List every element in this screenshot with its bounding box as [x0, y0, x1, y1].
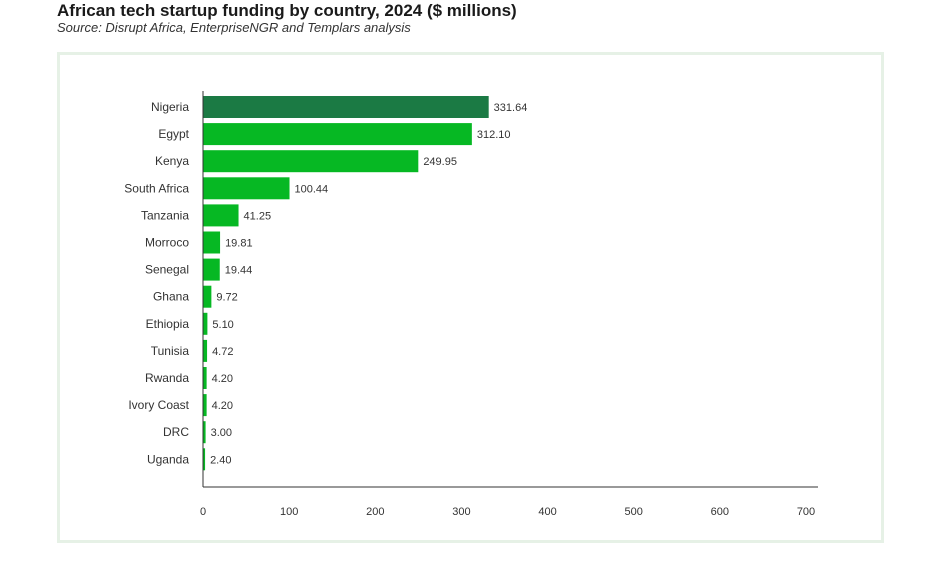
value-label-ivory-coast: 4.20	[212, 400, 233, 412]
axes-group	[202, 91, 818, 488]
category-label-egypt: Egypt	[158, 127, 189, 141]
x-tick-label-100: 100	[280, 506, 298, 518]
value-label-nigeria: 331.64	[494, 102, 528, 114]
x-tick-labels-group: 0 100 200 300 400 500 600 700	[200, 506, 815, 518]
x-tick-label-200: 200	[366, 506, 384, 518]
bars-group	[203, 96, 489, 471]
x-tick-label-600: 600	[711, 506, 729, 518]
category-label-rwanda: Rwanda	[145, 371, 189, 385]
x-tick-label-300: 300	[452, 506, 470, 518]
category-label-south-africa: South Africa	[124, 181, 189, 195]
bar-ivory-coast	[203, 394, 207, 417]
value-label-tanzania: 41.25	[244, 210, 272, 222]
category-label-ivory-coast: Ivory Coast	[128, 398, 189, 412]
bar-egypt	[203, 123, 472, 146]
x-tick-label-500: 500	[625, 506, 643, 518]
category-label-drc: DRC	[163, 425, 189, 439]
category-label-morroco: Morroco	[145, 236, 189, 250]
category-label-nigeria: Nigeria	[151, 100, 189, 114]
category-label-kenya: Kenya	[155, 154, 189, 168]
value-label-morroco: 19.81	[225, 238, 253, 250]
value-label-uganda: 2.40	[210, 454, 231, 466]
bar-kenya	[203, 150, 419, 173]
bar-ghana	[203, 285, 212, 308]
value-label-rwanda: 4.20	[212, 373, 233, 385]
bar-senegal	[203, 258, 220, 281]
chart-title: African tech startup funding by country,…	[57, 1, 517, 20]
bar-uganda	[203, 448, 206, 471]
x-tick-label-400: 400	[538, 506, 556, 518]
bar-nigeria	[203, 96, 489, 118]
chart-subtitle: Source: Disrupt Africa, EnterpriseNGR an…	[57, 20, 411, 35]
value-label-ghana: 9.72	[216, 292, 237, 304]
category-label-senegal: Senegal	[145, 263, 189, 277]
value-label-tunisia: 4.72	[212, 346, 233, 358]
category-label-tanzania: Tanzania	[141, 208, 189, 222]
value-label-kenya: 249.95	[423, 156, 457, 168]
bar-rwanda	[203, 367, 207, 389]
x-tick-label-0: 0	[200, 506, 206, 518]
category-labels-group: Nigeria Egypt Kenya South Africa Tanzania Mor…	[124, 100, 189, 466]
bar-morroco	[203, 231, 221, 254]
value-labels-group: 331.64 312.10 249.95 100.44 41.25 19.81 19.44 9…	[210, 102, 527, 466]
category-label-tunisia: Tunisia	[151, 344, 190, 358]
bar-south-africa	[203, 177, 290, 200]
bar-drc	[203, 421, 206, 444]
category-label-ghana: Ghana	[153, 290, 189, 304]
bar-ethiopia	[203, 312, 208, 335]
x-tick-label-700: 700	[797, 506, 815, 518]
bar-tanzania	[203, 204, 239, 227]
category-label-ethiopia: Ethiopia	[146, 317, 190, 331]
value-label-egypt: 312.10	[477, 129, 511, 141]
category-label-uganda: Uganda	[147, 452, 189, 466]
value-label-drc: 3.00	[211, 427, 232, 439]
value-label-senegal: 19.44	[225, 265, 253, 277]
value-label-ethiopia: 5.10	[212, 319, 233, 331]
bar-tunisia	[203, 339, 208, 362]
value-label-south-africa: 100.44	[295, 183, 329, 195]
